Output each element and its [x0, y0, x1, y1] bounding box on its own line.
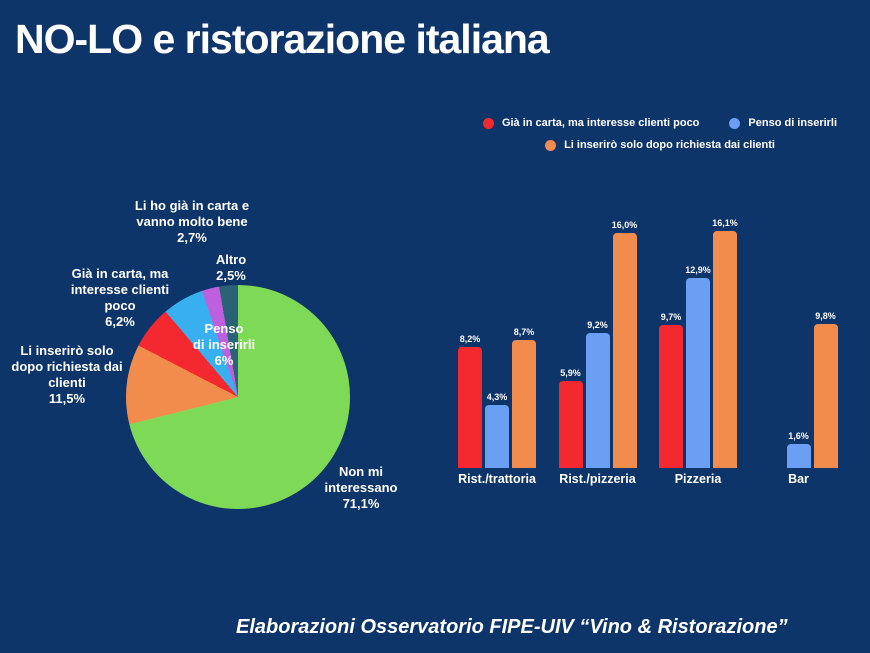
orange-dot-icon	[545, 139, 557, 151]
source-footer: Elaborazioni Osservatorio FIPE-UIV “Vino…	[236, 616, 788, 638]
bar-slot: 9,7%	[659, 312, 683, 468]
bar-slot: 5,9%	[558, 368, 583, 468]
legend-item-penso: Penso di inserirli	[729, 117, 837, 129]
pie-label-li-inseriro: Li inserirò solo dopo richiesta dai clie…	[11, 343, 123, 406]
bar: 16,0%	[612, 220, 637, 468]
bar-value-label: 16,1%	[712, 218, 738, 229]
bar-category-label: Pizzeria	[674, 472, 722, 486]
bar-slot: 16,0%	[612, 220, 637, 468]
pie-label-altro: Altro 2,5%	[215, 252, 247, 283]
bar-slot: 4,3%	[485, 392, 509, 468]
bar-value-label: 8,7%	[513, 327, 535, 338]
pie-label-penso: Penso di inserirli 6%	[192, 321, 256, 368]
legend: Già in carta, ma interesse clienti poco …	[450, 117, 870, 151]
bar-slot: 9,8%	[813, 311, 838, 468]
bar-slot: 8,7%	[512, 327, 536, 468]
legend-row-2: Li inserirò solo dopo richiesta dai clie…	[450, 139, 870, 151]
bar: 9,8%	[813, 311, 838, 468]
pie-label-non-mi-interessano: Non mi interessano 71,1%	[324, 464, 398, 511]
red-dot-icon	[482, 117, 494, 129]
bar-category-label: Rist./trattoria	[458, 472, 536, 486]
bar: 16,1%	[712, 218, 738, 468]
legend-row-1: Già in carta, ma interesse clienti poco …	[450, 117, 870, 129]
legend-item-li-inseriro: Li inserirò solo dopo richiesta dai clie…	[545, 139, 775, 151]
legend-label: Li inserirò solo dopo richiesta dai clie…	[564, 139, 775, 151]
bar-group: 5,9% 9,2% 16,0% Rist./pizzeria	[558, 208, 637, 486]
bar-category-label: Rist./pizzeria	[559, 472, 636, 486]
pie-label-gia-in-carta: Già in carta, ma interesse clienti poco …	[70, 266, 170, 329]
bar: 8,7%	[512, 327, 536, 468]
legend-item-gia-in-carta: Già in carta, ma interesse clienti poco	[482, 117, 700, 129]
bar: 9,7%	[659, 312, 683, 468]
page-title: NO-LO e ristorazione italiana	[15, 16, 550, 62]
legend-label: Penso di inserirli	[748, 117, 838, 129]
bar-slot: 8,2%	[458, 334, 482, 468]
bar: 9,2%	[585, 320, 610, 468]
bar: 1,6%	[786, 431, 811, 468]
bar-value-label: 12,9%	[685, 265, 711, 276]
bar-value-label: 9,2%	[587, 319, 608, 330]
bar-slot: 9,2%	[585, 320, 610, 468]
bar-group: 1,6% 9,8% Bar	[760, 208, 838, 486]
bar-slot: 12,9%	[685, 265, 711, 468]
bar-slot: 1,6%	[786, 431, 811, 468]
pie-chart	[126, 285, 350, 509]
blue-dot-icon	[729, 117, 741, 129]
bar-group: 9,7% 12,9% 16,1% Pizzeria	[659, 208, 738, 486]
bar-group: 8,2% 4,3% 8,7% Rist./trattoria	[458, 208, 536, 486]
bar-value-label: 16,0%	[611, 219, 638, 230]
bar-slot: 16,1%	[712, 218, 738, 468]
pie-label-li-ho-gia: Li ho già in carta e vanno molto bene 2,…	[134, 198, 250, 245]
bar: 5,9%	[558, 368, 583, 468]
bar: 8,2%	[458, 334, 482, 468]
bar-value-label: 4,3%	[486, 391, 508, 402]
bar-value-label: 9,8%	[815, 310, 836, 321]
bar-value-label: 8,2%	[459, 334, 481, 345]
bar: 4,3%	[485, 392, 509, 468]
bar: 12,9%	[685, 265, 711, 468]
bar-value-label: 9,7%	[660, 312, 682, 323]
bar-value-label: 5,9%	[560, 368, 581, 379]
bar-value-label: 1,6%	[788, 431, 809, 442]
bar-category-label: Bar	[788, 472, 809, 486]
legend-label: Già in carta, ma interesse clienti poco	[501, 117, 700, 129]
